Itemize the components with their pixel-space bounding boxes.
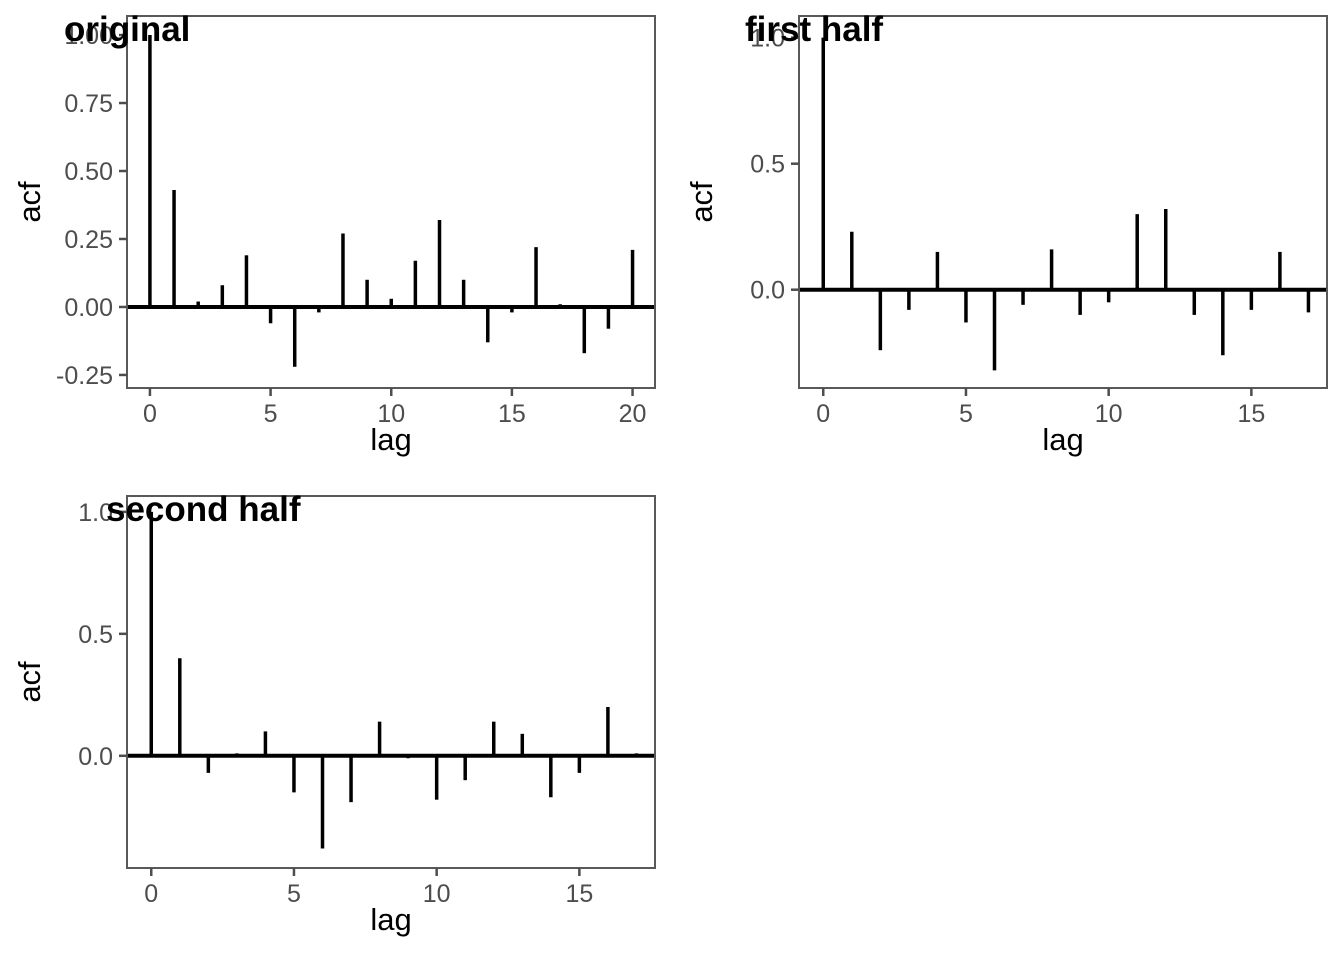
x-tick-label: 0 <box>816 400 830 428</box>
y-tick-label: 0.25 <box>64 226 113 254</box>
x-tick-label: 15 <box>498 400 526 428</box>
x-tick-label: 5 <box>264 400 278 428</box>
panel-title-first-half: first half <box>745 10 884 49</box>
acf-chart-first-half: 1.0 0.5 0.0 0 5 10 15 <box>750 15 1328 428</box>
y-tick-label: 0.0 <box>78 743 113 771</box>
y-axis-title: acf <box>684 181 719 223</box>
y-tick-label: 0.50 <box>64 158 113 186</box>
x-axis-title: lag <box>1042 422 1084 457</box>
acf-chart-second-half: 1.0 0.5 0.0 0 5 10 15 <box>78 495 656 908</box>
panel-title-original: original <box>64 10 191 49</box>
x-tick-label: 20 <box>619 400 647 428</box>
acf-panel-first-half: 1.0 0.5 0.0 0 5 10 15 acf lag first half <box>672 0 1344 480</box>
y-tick-label: 0.75 <box>64 90 113 118</box>
x-tick-label: 0 <box>144 880 158 908</box>
x-tick-label: 10 <box>377 400 405 428</box>
x-tick-label: 15 <box>1237 400 1265 428</box>
x-tick-label: 5 <box>287 880 301 908</box>
y-axis-title: acf <box>12 661 47 703</box>
acf-panel-original: 1.00 0.75 0.50 0.25 0.00 -0.25 0 5 10 15 20 acf la… <box>0 0 672 480</box>
x-tick-label: 0 <box>143 400 157 428</box>
x-tick-label: 15 <box>565 880 593 908</box>
x-axis-title: lag <box>370 902 412 937</box>
y-tick-label: 0.0 <box>750 277 785 305</box>
panel-border <box>126 15 656 389</box>
y-tick-label: 1.00 <box>64 22 113 50</box>
y-tick-label: 0.5 <box>78 621 113 649</box>
panel-title-second-half: second half <box>106 490 301 529</box>
x-tick-label: 10 <box>1095 400 1123 428</box>
acf-chart-original: 1.00 0.75 0.50 0.25 0.00 -0.25 0 5 10 15 20 <box>56 15 656 428</box>
acf-panel-second-half: 1.0 0.5 0.0 0 5 10 15 acf lag second half <box>0 480 672 960</box>
panel-border <box>126 495 656 869</box>
y-tick-label: -0.25 <box>56 362 113 390</box>
y-tick-label: 1.0 <box>750 25 785 53</box>
y-tick-label: 0.00 <box>64 294 113 322</box>
x-tick-label: 10 <box>423 880 451 908</box>
x-axis-title: lag <box>370 422 412 457</box>
empty-cell <box>672 480 1344 960</box>
y-axis-title: acf <box>12 181 47 223</box>
x-tick-label: 5 <box>959 400 973 428</box>
panel-border <box>798 15 1328 389</box>
y-tick-label: 0.5 <box>750 151 785 179</box>
y-tick-label: 1.0 <box>78 499 113 527</box>
